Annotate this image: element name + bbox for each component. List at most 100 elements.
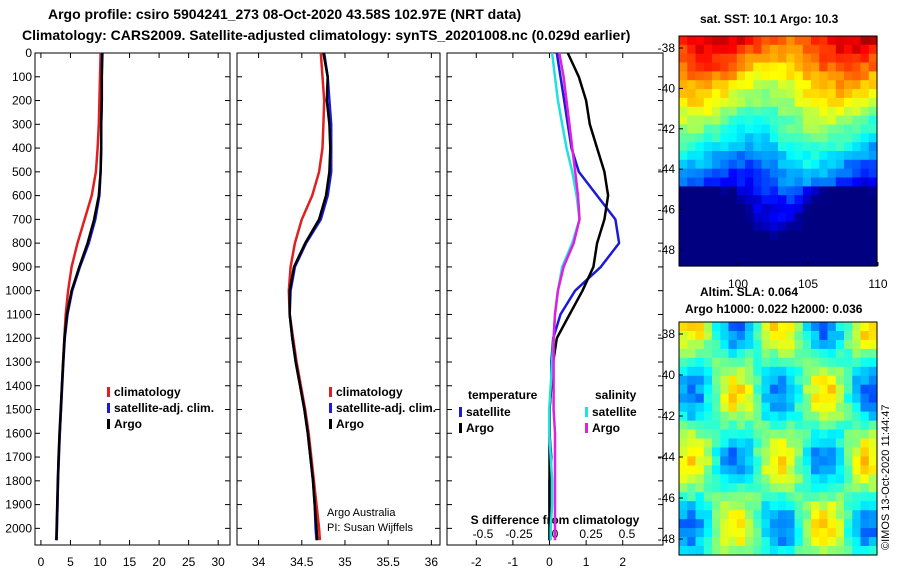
map-cell: [761, 142, 771, 152]
map-cell: [868, 393, 878, 404]
map-cell: [868, 420, 878, 431]
map-cell: [695, 483, 705, 493]
map-cell: [802, 384, 812, 395]
y-tick-label: 700: [12, 212, 32, 226]
map-cell: [703, 133, 713, 143]
map-cell: [811, 159, 820, 170]
map-cell: [703, 492, 713, 502]
map-cell: [868, 124, 878, 134]
map-cell: [860, 519, 870, 529]
map-cell: [720, 519, 730, 529]
map-cell: [703, 80, 713, 90]
map-cell: [679, 195, 688, 205]
map-cell: [827, 537, 837, 547]
map-cell: [802, 159, 812, 170]
map-cell: [852, 411, 862, 422]
map-cell: [786, 239, 796, 249]
map-cell: [703, 142, 713, 152]
map-cell: [728, 212, 738, 223]
map-cell: [687, 456, 697, 466]
map-cell: [844, 465, 853, 475]
legend-group-label: salinity: [595, 388, 637, 402]
map-cell: [703, 438, 713, 449]
map-cell: [736, 97, 746, 108]
map-cell: [728, 546, 738, 556]
map-cell: [778, 151, 787, 161]
map-cell: [687, 429, 697, 440]
map-cell: [827, 36, 837, 46]
map-cell: [819, 322, 829, 332]
map-cell: [736, 36, 746, 46]
map-cell: [811, 483, 820, 493]
map-cell: [868, 357, 878, 368]
map-cell: [860, 44, 870, 55]
chart-title-line1: Argo profile: csiro 5904241_273 08-Oct-2…: [48, 6, 522, 22]
map-cell: [712, 89, 721, 99]
map-cell: [679, 151, 688, 161]
map-cell: [769, 322, 779, 332]
map-cell: [786, 97, 796, 108]
map-cell: [687, 239, 697, 249]
map-cell: [695, 212, 705, 223]
map-cell: [786, 420, 796, 431]
map-cell: [811, 348, 820, 359]
panel-0: 0100200300400500600700800900100011001200…: [5, 46, 231, 569]
map-cell: [868, 62, 878, 72]
map-cell: [844, 89, 853, 99]
map-cell: [736, 168, 746, 179]
map-cell: [703, 168, 713, 179]
map-cell: [728, 384, 738, 395]
map-cell: [736, 357, 746, 368]
map-cell: [786, 204, 796, 214]
map-cell: [860, 501, 870, 511]
map-cell: [753, 36, 763, 46]
map-cell: [753, 168, 763, 179]
map-cell: [860, 177, 870, 187]
map-cell: [769, 528, 779, 538]
map-cell: [679, 62, 688, 72]
map-cell: [860, 322, 870, 332]
map-cell: [868, 366, 878, 377]
map-cell: [720, 357, 730, 368]
map-cell: [679, 420, 688, 431]
map-cell: [745, 546, 754, 556]
map-cell: [827, 97, 837, 108]
x-tick-label: -2: [471, 555, 482, 569]
map-cell: [745, 537, 754, 547]
map-cell: [844, 124, 853, 134]
map-cell: [778, 186, 787, 196]
map-cell: [794, 322, 804, 332]
map-cell: [761, 474, 771, 484]
map-cell: [819, 331, 829, 341]
map-cell: [827, 44, 837, 55]
map-cell: [695, 438, 705, 449]
map-cell: [687, 546, 697, 556]
map-cell: [761, 195, 771, 205]
map-cell: [769, 420, 779, 431]
map-cell: [852, 366, 862, 377]
map-cell: [835, 230, 845, 240]
map-cell: [753, 248, 763, 258]
map-cell: [860, 151, 870, 161]
lat-tick-label: -38: [658, 327, 676, 341]
map-cell: [679, 393, 688, 404]
map-cell: [753, 474, 763, 484]
map-cell: [687, 195, 697, 205]
credit-annotation: Argo Australia: [327, 507, 396, 519]
map-cell: [835, 492, 845, 502]
map-cell: [778, 510, 787, 520]
map-cell: [794, 89, 804, 99]
map-cell: [720, 537, 730, 547]
map-cell: [753, 331, 763, 341]
map-cell: [695, 230, 705, 240]
map-cell: [835, 411, 845, 422]
map-cell: [868, 248, 878, 258]
map-cell: [769, 133, 779, 143]
map-cell: [811, 36, 820, 46]
map-cell: [769, 44, 779, 55]
map-cell: [703, 393, 713, 404]
map-cell: [852, 348, 862, 359]
map-cell: [835, 106, 845, 117]
map-cell: [827, 195, 837, 205]
map-cell: [761, 348, 771, 359]
